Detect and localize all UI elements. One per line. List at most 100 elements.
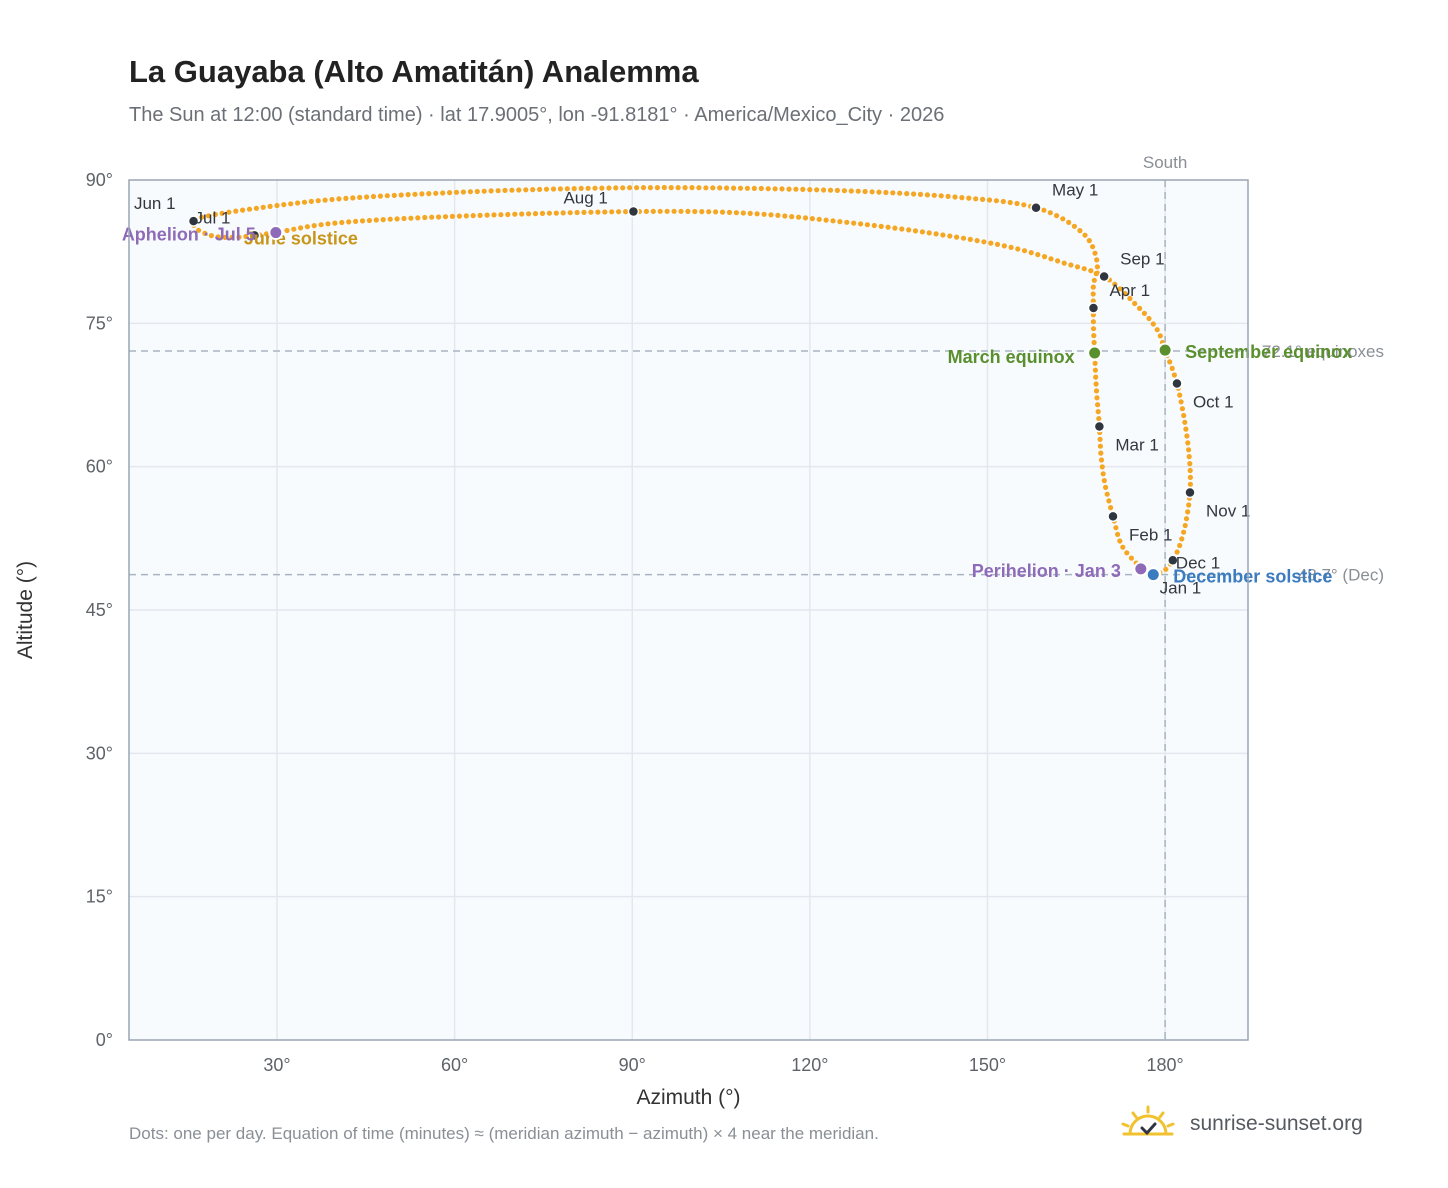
daily-dot <box>675 185 681 191</box>
daily-dot <box>740 210 746 216</box>
daily-dot <box>724 185 730 191</box>
daily-dot <box>1015 246 1021 252</box>
daily-dot <box>332 220 338 226</box>
daily-dot <box>1185 509 1191 515</box>
daily-dot <box>1082 232 1088 238</box>
daily-dot <box>761 211 767 217</box>
daily-dot <box>973 196 979 202</box>
daily-dot <box>422 214 428 221</box>
daily-dot <box>1187 474 1193 480</box>
daily-dot <box>1074 264 1081 270</box>
month-marker <box>627 205 640 218</box>
month-label: Jul 1 <box>195 208 231 227</box>
daily-dot <box>322 197 328 203</box>
daily-dot <box>1060 216 1066 222</box>
daily-dot <box>731 185 737 191</box>
daily-dot <box>1021 248 1028 254</box>
daily-dot <box>726 209 733 215</box>
daily-dot <box>1090 291 1096 297</box>
daily-dot <box>627 185 633 191</box>
daily-dot <box>578 185 584 191</box>
daily-dot <box>585 185 591 191</box>
daily-dot <box>1068 262 1074 268</box>
daily-dot <box>366 217 372 224</box>
daily-dot <box>786 186 792 192</box>
event-label: June solstice <box>244 229 358 249</box>
daily-dot <box>858 221 864 227</box>
daily-dot <box>682 185 688 191</box>
daily-dot <box>339 219 345 226</box>
daily-dot <box>654 185 661 191</box>
daily-dot <box>789 214 795 220</box>
event-label: December solstice <box>1173 567 1332 587</box>
daily-dot <box>609 209 615 215</box>
daily-dot <box>661 184 667 191</box>
daily-dot <box>564 186 570 192</box>
daily-dot <box>945 193 951 199</box>
month-marker <box>1107 510 1119 523</box>
daily-dot <box>505 211 511 218</box>
daily-dot <box>841 188 848 194</box>
y-tick-label: 30° <box>86 743 113 763</box>
month-marker <box>1098 270 1110 283</box>
daily-dot <box>871 222 877 229</box>
event-label: September equinox <box>1185 342 1352 362</box>
daily-dot <box>689 185 695 191</box>
daily-dot <box>1124 550 1130 556</box>
daily-dot <box>474 188 480 195</box>
daily-dot <box>1128 555 1134 561</box>
daily-dot <box>643 208 650 214</box>
daily-dot <box>543 186 550 192</box>
daily-dot <box>419 191 425 197</box>
brand[interactable]: sunrise-sunset.org <box>1120 1102 1363 1146</box>
daily-dot <box>954 234 960 240</box>
chart-title: La Guayaba (Alto Amatitán) Analemma <box>129 54 699 89</box>
daily-dot <box>703 185 709 191</box>
daily-dot <box>1101 478 1107 484</box>
daily-dot <box>952 194 958 200</box>
daily-dot <box>532 211 539 217</box>
daily-dot <box>433 190 439 196</box>
daily-dot <box>602 209 608 215</box>
reference-lines: South 72.1° equinoxes 48.7° (Dec) <box>129 153 1384 1040</box>
month-marker <box>1184 486 1196 499</box>
daily-dot <box>719 209 726 215</box>
daily-dot <box>384 193 390 199</box>
daily-dot <box>1088 268 1094 274</box>
daily-dot <box>301 199 308 205</box>
daily-dot <box>380 217 386 223</box>
daily-dot <box>1028 250 1034 256</box>
daily-dot <box>1041 254 1048 260</box>
daily-dot <box>1090 326 1097 332</box>
daily-dot <box>717 185 723 191</box>
daily-dot <box>844 219 850 225</box>
daily-dot <box>222 234 228 240</box>
brand-name: sunrise-sunset.org <box>1190 1112 1363 1135</box>
daily-dot <box>890 190 896 196</box>
daily-dot <box>557 186 564 192</box>
daily-dot <box>1157 333 1163 339</box>
daily-dot <box>539 210 546 216</box>
month-marker <box>248 229 261 242</box>
daily-dot <box>1103 484 1109 490</box>
daily-dot <box>1099 464 1105 470</box>
month-label: Apr 1 <box>1109 281 1150 300</box>
month-marker <box>1171 377 1183 390</box>
daily-dot <box>274 202 280 209</box>
daily-dot <box>571 186 577 192</box>
month-label: Sep 1 <box>1120 250 1164 269</box>
daily-dot <box>960 235 967 241</box>
daily-dot <box>318 222 324 228</box>
daily-dot <box>350 195 356 201</box>
daily-dot <box>470 213 476 219</box>
month-marker <box>1167 554 1179 567</box>
daily-dot <box>814 187 820 193</box>
daily-dot <box>1146 315 1152 322</box>
daily-dot <box>904 191 910 197</box>
daily-dot <box>876 189 882 195</box>
daily-dot <box>233 208 239 214</box>
daily-dot <box>253 205 259 211</box>
daily-dot <box>1108 505 1114 511</box>
south-label: South <box>1143 153 1187 172</box>
daily-dot <box>967 236 973 242</box>
